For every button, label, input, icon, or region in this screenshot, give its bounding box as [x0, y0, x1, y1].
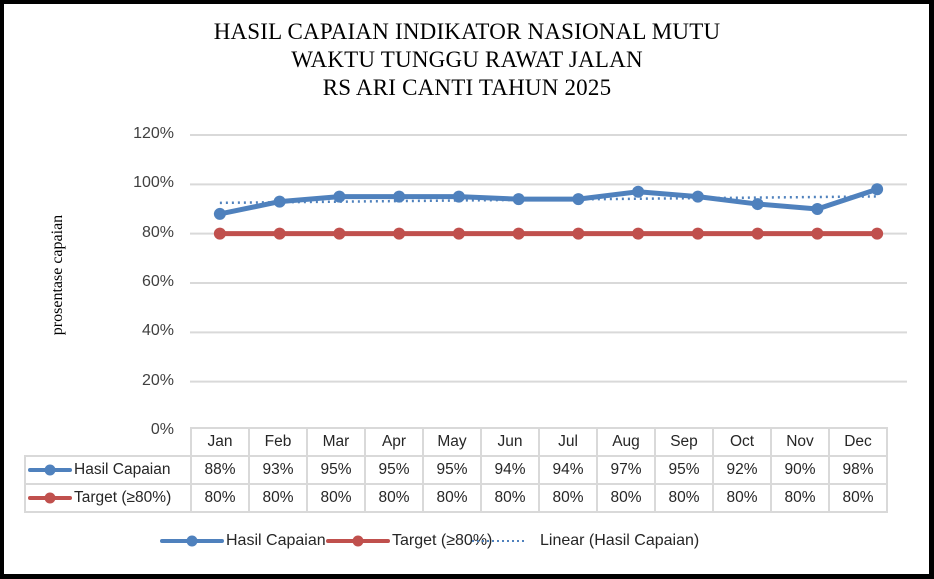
data-point-marker: [811, 227, 824, 240]
data-point-marker: [871, 227, 884, 240]
y-tick-label: 120%: [133, 125, 174, 142]
series-name-cell: Hasil Capaian: [24, 455, 192, 485]
data-point-marker: [452, 227, 465, 240]
table-cell-value: 97%: [596, 455, 656, 485]
category-label: Feb: [248, 427, 308, 457]
table-cell-value: 80%: [712, 483, 772, 513]
legend-key-red-line-icon: [326, 535, 390, 547]
series-name-cell: Target (≥80%): [24, 483, 192, 513]
data-point-marker: [393, 227, 406, 240]
series-key-icon: [28, 492, 72, 504]
table-cell-value: 88%: [190, 455, 250, 485]
table-cell-value: 80%: [596, 483, 656, 513]
data-point-marker: [273, 227, 286, 240]
table-cell-value: 98%: [828, 455, 888, 485]
category-label: Aug: [596, 427, 656, 457]
table-cell-value: 95%: [422, 455, 482, 485]
category-label: Mar: [306, 427, 366, 457]
data-point-marker: [632, 227, 645, 240]
data-point-marker: [691, 190, 704, 203]
category-label: Jan: [190, 427, 250, 457]
category-label: Jul: [538, 427, 598, 457]
y-tick-label: 20%: [141, 371, 174, 389]
table-cell-value: 95%: [306, 455, 366, 485]
legend-item-linear-trend: Linear (Hasil Capaian): [470, 532, 699, 550]
legend-key-dotted-line-icon: [472, 540, 526, 542]
chart-title-line-1: HASIL CAPAIAN INDIKATOR NASIONAL MUTU: [213, 19, 721, 44]
data-point-marker: [333, 190, 346, 203]
category-label: Sep: [654, 427, 714, 457]
data-point-marker: [572, 193, 585, 206]
table-corner: [25, 428, 192, 457]
table-cell-value: 80%: [306, 483, 366, 513]
table-cell-value: 94%: [480, 455, 540, 485]
table-cell-value: 80%: [654, 483, 714, 513]
data-point-marker: [632, 185, 645, 198]
table-cell-value: 80%: [248, 483, 308, 513]
y-tick-label: 80%: [141, 223, 174, 241]
category-label: Jun: [480, 427, 540, 457]
table-cell-value: 95%: [364, 455, 424, 485]
y-tick-label: 100%: [133, 174, 174, 192]
legend-key-blue-line-icon: [160, 535, 224, 547]
data-point-marker: [273, 195, 286, 208]
data-point-marker: [811, 203, 824, 215]
chart-title-line-3: RS ARI CANTI TAHUN 2025: [322, 75, 612, 100]
legend-label: Hasil Capaian: [226, 532, 326, 549]
data-point-marker: [512, 227, 525, 240]
data-point-marker: [871, 183, 884, 196]
category-label: Dec: [828, 427, 888, 457]
series-line-hasil-capaian: [217, 186, 880, 217]
table-row: Target (≥80%) 80% 80% 80% 80% 80% 80% 80% 80% 80%…: [24, 483, 888, 513]
series-name: Target (≥80%): [74, 489, 172, 506]
data-point-marker: [751, 198, 764, 211]
chart-title-line-2: WAKTU TUNGGU RAWAT JALAN: [291, 47, 643, 72]
trendline: [219, 195, 878, 205]
data-point-marker: [691, 227, 704, 240]
table-cell-value: 80%: [480, 483, 540, 513]
data-table: Jan Feb Mar Apr May Jun Jul Aug Sep Oct Nov Dec Hasi…: [24, 427, 888, 513]
table-cell-value: 80%: [538, 483, 598, 513]
chart-title: HASIL CAPAIAN INDIKATOR NASIONAL MUTU WA…: [0, 18, 934, 102]
category-label: Oct: [712, 427, 772, 457]
data-point-marker: [393, 190, 406, 203]
legend-label: Linear (Hasil Capaian): [540, 532, 700, 549]
table-cell-value: 95%: [654, 455, 714, 485]
table-cell-value: 92%: [712, 455, 772, 485]
y-tick-label: 60%: [141, 273, 174, 290]
category-label: Apr: [364, 427, 424, 457]
table-cell-value: 90%: [770, 455, 830, 485]
data-point-marker: [512, 193, 525, 206]
table-cell-value: 94%: [538, 455, 598, 485]
data-point-marker: [213, 207, 226, 220]
table-row: Hasil Capaian 88% 93% 95% 95% 95% 94% 94% 97% 95%…: [24, 455, 888, 485]
table-cell-value: 80%: [364, 483, 424, 513]
y-tick-label: 40%: [141, 322, 174, 340]
legend-item-target: Target (≥80%): [326, 532, 492, 550]
legend-label: Target (≥80%): [392, 532, 493, 549]
category-label: Nov: [770, 427, 830, 457]
table-cell-value: 80%: [422, 483, 482, 513]
data-point-marker: [751, 227, 764, 240]
table-header-row: Jan Feb Mar Apr May Jun Jul Aug Sep Oct Nov Dec: [25, 427, 888, 457]
data-point-marker: [333, 227, 346, 240]
data-point-marker: [452, 190, 465, 203]
data-point-marker: [572, 227, 585, 240]
table-cell-value: 80%: [770, 483, 830, 513]
series-name: Hasil Capaian: [74, 461, 171, 478]
data-point-marker: [213, 227, 226, 240]
category-label: May: [422, 427, 482, 457]
legend-item-hasil-capaian: Hasil Capaian: [160, 532, 326, 550]
table-cell-value: 80%: [828, 483, 888, 513]
table-cell-value: 93%: [248, 455, 308, 485]
table-cell-value: 80%: [190, 483, 250, 513]
series-key-icon: [28, 464, 72, 476]
